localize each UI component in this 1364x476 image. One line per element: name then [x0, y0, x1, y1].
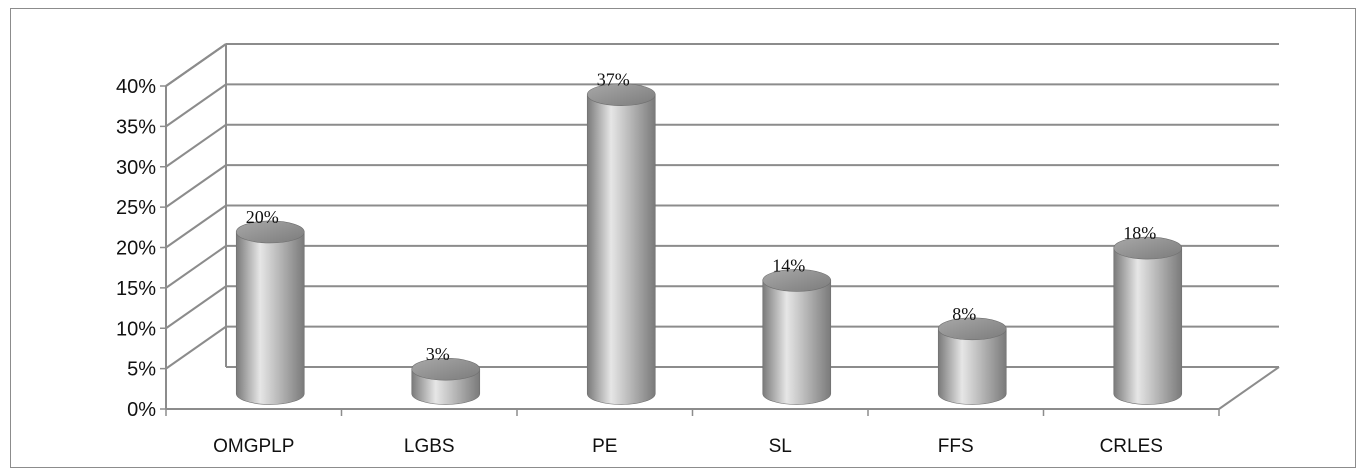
y-tick-label: 0% — [127, 399, 156, 421]
gridline-side — [165, 325, 227, 370]
bars — [235, 83, 1183, 405]
bar — [235, 220, 305, 405]
category-label: LGBS — [404, 436, 455, 457]
y-tick-label: 30% — [116, 157, 156, 179]
data-label: 37% — [597, 70, 630, 90]
y-tick-label: 25% — [116, 197, 156, 219]
bar — [762, 269, 832, 405]
category-label: PE — [592, 436, 617, 457]
bar — [937, 317, 1007, 405]
bar-body — [762, 280, 832, 405]
category-label: OMGPLP — [213, 436, 294, 457]
bar-body — [235, 231, 305, 405]
bar-top — [1113, 236, 1183, 260]
category-label: FFS — [938, 436, 974, 457]
floor-right-edge — [1218, 366, 1280, 410]
bar — [586, 83, 656, 405]
gridline-side — [165, 123, 227, 168]
data-label: 8% — [952, 304, 976, 324]
y-tick-label: 35% — [116, 116, 156, 138]
bar-chart: 0% 5% 10% 15% 20% 25% 30% 35% 40% 20% 3% 37% 14% 8% 1… — [116, 43, 1280, 457]
y-tick-label: 10% — [116, 318, 156, 340]
gridline-side — [165, 164, 227, 208]
y-tick-label: 15% — [116, 278, 156, 300]
category-labels: OMGPLP LGBS PE SL FFS CRLES — [213, 436, 1163, 457]
bar-body — [937, 328, 1007, 405]
y-tick-label: 5% — [127, 359, 156, 381]
side-wall-top — [165, 43, 227, 87]
data-label: 14% — [772, 255, 805, 275]
bar-body — [1113, 247, 1183, 405]
bar-top — [586, 83, 656, 106]
category-label: CRLES — [1100, 436, 1163, 457]
gridline-side — [165, 245, 227, 289]
bar-top — [411, 357, 481, 381]
bar-top — [762, 269, 832, 292]
chart-frame: 0% 5% 10% 15% 20% 25% 30% 35% 40% 20% 3% 37% 14% 8% 1… — [10, 8, 1356, 468]
gridline-side — [165, 285, 227, 330]
gridline-side — [165, 83, 227, 128]
gridlines — [165, 43, 1279, 370]
y-axis-ticks: 0% 5% 10% 15% 20% 25% 30% 35% 40% — [116, 76, 166, 421]
data-labels: 20% 3% 37% 14% 8% 18% — [246, 70, 1157, 365]
bar-top — [235, 220, 305, 244]
gridline-side — [165, 204, 227, 249]
bar-top — [937, 317, 1007, 341]
data-label: 20% — [246, 207, 279, 227]
bar-body — [586, 94, 656, 405]
axes — [165, 44, 1280, 416]
data-label: 3% — [426, 344, 450, 364]
y-tick-label: 40% — [116, 76, 156, 98]
y-tick-label: 20% — [116, 238, 156, 260]
bar — [411, 357, 481, 405]
data-label: 18% — [1123, 223, 1156, 243]
bar — [1113, 236, 1183, 405]
category-label: SL — [769, 436, 792, 457]
